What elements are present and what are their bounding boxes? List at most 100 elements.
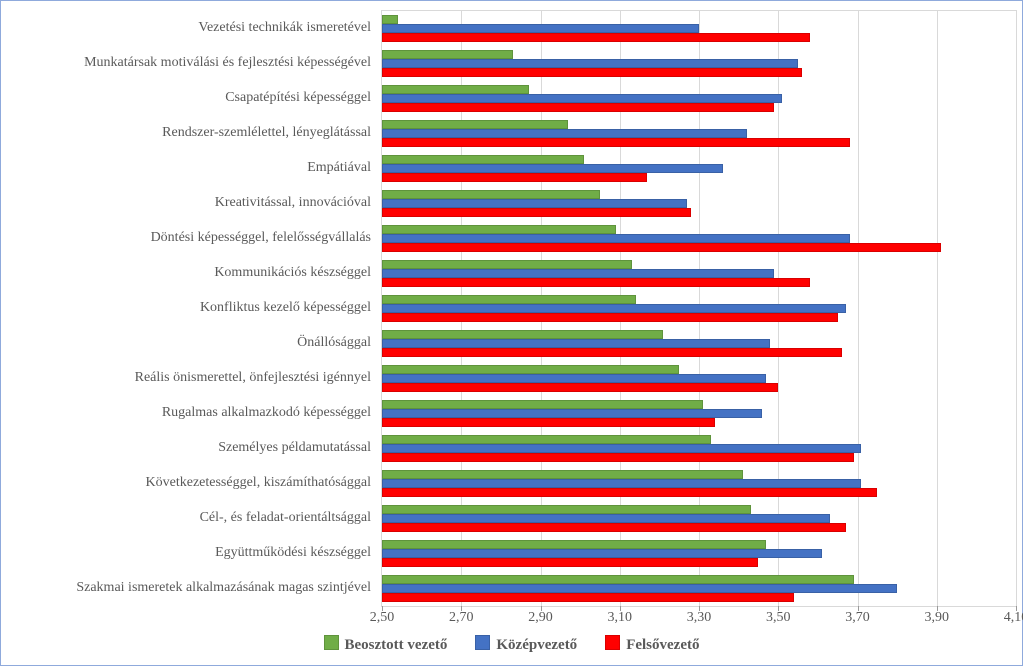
x-tick-label: 3,10 [608, 606, 633, 626]
category-label: Önállósággal [1, 335, 371, 351]
bar-s3 [382, 68, 802, 77]
category-label: Kreativitással, innovációval [1, 195, 371, 211]
category-label: Munkatársak motiválási és fejlesztési ké… [1, 55, 371, 71]
legend-label: Felsővezető [626, 637, 699, 653]
category-group [382, 190, 1016, 217]
bar-s3 [382, 523, 846, 532]
legend-swatch [605, 635, 620, 650]
bar-s3 [382, 383, 778, 392]
bar-s2 [382, 304, 846, 313]
category-label: Csapatépítési képességgel [1, 90, 371, 106]
bar-s1 [382, 15, 398, 24]
bar-s3 [382, 488, 877, 497]
bar-s2 [382, 199, 687, 208]
category-label: Következetességgel, kiszámíthatósággal [1, 475, 371, 491]
x-tick-label: 4,10 [1004, 606, 1023, 626]
bar-s3 [382, 348, 842, 357]
category-label: Cél-, és feladat-orientáltsággal [1, 510, 371, 526]
bar-s3 [382, 173, 647, 182]
bar-s3 [382, 208, 691, 217]
bar-s1 [382, 190, 600, 199]
bar-s1 [382, 365, 679, 374]
category-label: Szakmai ismeretek alkalmazásának magas s… [1, 580, 371, 596]
category-group [382, 575, 1016, 602]
bar-s3 [382, 453, 854, 462]
category-group [382, 260, 1016, 287]
bar-s2 [382, 549, 822, 558]
bar-s2 [382, 129, 747, 138]
category-label: Személyes példamutatással [1, 440, 371, 456]
category-group [382, 50, 1016, 77]
bar-s2 [382, 234, 850, 243]
bar-s1 [382, 540, 766, 549]
category-label: Empátiával [1, 160, 371, 176]
bar-s3 [382, 138, 850, 147]
category-group [382, 470, 1016, 497]
bar-s3 [382, 33, 810, 42]
bar-s2 [382, 164, 723, 173]
x-tick-label: 3,50 [766, 606, 791, 626]
x-tick-label: 3,90 [925, 606, 950, 626]
bar-s1 [382, 470, 743, 479]
category-group [382, 15, 1016, 42]
category-group [382, 400, 1016, 427]
legend-swatch [475, 635, 490, 650]
bar-s2 [382, 584, 897, 593]
bar-s1 [382, 50, 513, 59]
bar-s2 [382, 59, 798, 68]
bar-s1 [382, 120, 568, 129]
x-tick-label: 2,50 [370, 606, 395, 626]
category-group [382, 120, 1016, 147]
legend-item: Felsővezető [605, 635, 699, 654]
category-group [382, 505, 1016, 532]
bar-s1 [382, 435, 711, 444]
category-group [382, 85, 1016, 112]
bar-s1 [382, 85, 529, 94]
category-group [382, 330, 1016, 357]
category-label: Együttműködési készséggel [1, 545, 371, 561]
category-label: Kommunikációs készséggel [1, 265, 371, 281]
plot-area: 2,502,702,903,103,303,503,703,904,10 [381, 10, 1017, 607]
bar-s3 [382, 278, 810, 287]
bar-s1 [382, 330, 663, 339]
bar-s3 [382, 243, 941, 252]
category-label: Konfliktus kezelő képességgel [1, 300, 371, 316]
bar-s1 [382, 225, 616, 234]
bar-s2 [382, 444, 861, 453]
bar-s1 [382, 295, 636, 304]
bar-s2 [382, 339, 770, 348]
category-label: Vezetési technikák ismeretével [1, 20, 371, 36]
category-label: Reális önismerettel, önfejlesztési igénn… [1, 370, 371, 386]
category-label: Döntési képességgel, felelősségvállalás [1, 230, 371, 246]
category-label: Rendszer-szemlélettel, lényeglátással [1, 125, 371, 141]
bar-s2 [382, 24, 699, 33]
category-label: Rugalmas alkalmazkodó képességgel [1, 405, 371, 421]
legend: Beosztott vezető Középvezető Felsővezető [1, 635, 1022, 654]
chart-container: 2,502,702,903,103,303,503,703,904,10 Beo… [0, 0, 1023, 666]
category-group [382, 155, 1016, 182]
x-tick-label: 2,70 [449, 606, 474, 626]
x-tick-label: 3,70 [845, 606, 870, 626]
x-tick-label: 3,30 [687, 606, 712, 626]
bar-s1 [382, 155, 584, 164]
bar-s2 [382, 94, 782, 103]
bar-s1 [382, 260, 632, 269]
bar-s3 [382, 418, 715, 427]
bar-s3 [382, 593, 794, 602]
legend-swatch [324, 635, 339, 650]
x-tick-label: 2,90 [528, 606, 553, 626]
bar-s1 [382, 575, 854, 584]
category-group [382, 435, 1016, 462]
category-group [382, 540, 1016, 567]
legend-item: Középvezető [475, 635, 577, 654]
legend-label: Középvezető [496, 637, 577, 653]
category-group [382, 365, 1016, 392]
bar-s2 [382, 409, 762, 418]
bar-s1 [382, 505, 751, 514]
bar-s1 [382, 400, 703, 409]
legend-label: Beosztott vezető [345, 637, 448, 653]
legend-item: Beosztott vezető [324, 635, 448, 654]
bar-s3 [382, 313, 838, 322]
bar-s3 [382, 103, 774, 112]
category-group [382, 295, 1016, 322]
